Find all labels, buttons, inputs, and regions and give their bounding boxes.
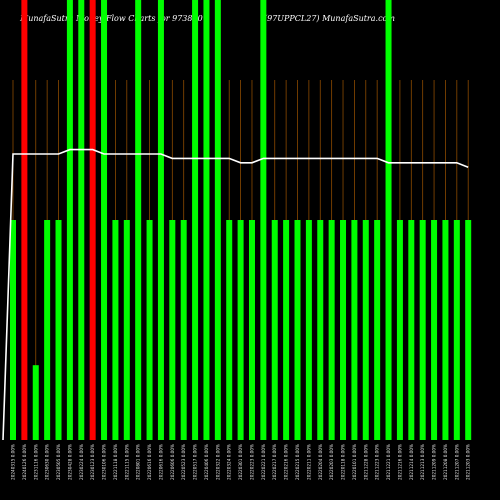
bar <box>283 220 290 440</box>
bar <box>294 220 301 440</box>
x-tick-label: 20230630 0.00% <box>45 444 50 480</box>
bar <box>408 220 415 440</box>
x-tick-label: 20220517 0.00% <box>193 444 198 480</box>
bar <box>260 0 267 440</box>
price-line <box>2 148 469 441</box>
bar <box>374 220 381 440</box>
bar <box>21 0 28 440</box>
x-tick-label: 20220216 0.00% <box>284 444 289 480</box>
chart-title-right: (97UPPCL27) MunafaSutra.com <box>264 14 395 23</box>
bar <box>112 220 119 440</box>
bar <box>169 220 176 440</box>
x-tick-label: 20220101 0.00% <box>352 444 357 480</box>
bar <box>10 220 16 440</box>
chart-title-left: MunafaSutra Money Flow Charts for 973880 <box>20 14 203 23</box>
x-tick-label: 20230505 0.00% <box>56 444 61 480</box>
x-tick-label: 20230106 0.00% <box>102 444 107 480</box>
bar <box>32 365 39 440</box>
bar <box>453 220 460 440</box>
x-tick-label: 20220301 0.00% <box>238 444 243 480</box>
x-tick-label: 20211203 0.00% <box>466 444 471 480</box>
x-tick-label: 20220616 0.00% <box>147 444 152 480</box>
x-tick-labels: 20240315 0.00% 20240126 0.00% 20231116 0.0… <box>11 444 471 480</box>
x-tick-label: 20211214 0.00% <box>409 444 414 480</box>
bar <box>101 0 108 440</box>
bar <box>226 220 233 440</box>
bar <box>340 220 347 440</box>
bar <box>44 220 51 440</box>
bar <box>135 0 142 440</box>
bar <box>123 220 130 440</box>
bar <box>78 0 85 440</box>
x-tick-label: 20220118 0.00% <box>341 444 346 480</box>
x-tick-label: 20211223 0.00% <box>375 444 380 480</box>
bar <box>431 220 438 440</box>
bar <box>89 0 96 440</box>
bar <box>396 220 403 440</box>
bar <box>305 220 312 440</box>
x-tick-label: 20230224 0.00% <box>79 444 84 480</box>
x-tick-label: 20220211 0.00% <box>306 444 311 480</box>
bar <box>271 220 278 440</box>
x-tick-label: 20211228 0.00% <box>363 444 368 480</box>
bar <box>248 220 255 440</box>
bar <box>146 220 153 440</box>
bars <box>10 0 472 440</box>
bar <box>237 220 244 440</box>
bar <box>351 220 358 440</box>
x-tick-label: 20211216 0.00% <box>397 444 402 480</box>
x-tick-label: 20231116 0.00% <box>33 444 38 480</box>
bar <box>419 220 426 440</box>
x-tick-label: 20230428 0.00% <box>67 444 72 480</box>
bar <box>203 0 210 440</box>
x-tick-label: 20220203 0.00% <box>329 444 334 480</box>
bar <box>180 220 187 440</box>
x-tick-label: 20211221 0.00% <box>386 444 391 480</box>
bar <box>214 0 221 440</box>
bar <box>362 220 369 440</box>
x-tick-label: 20221118 0.00% <box>113 444 118 480</box>
x-tick-label: 20240315 0.00% <box>11 444 16 480</box>
bar <box>465 220 472 440</box>
x-tick-label: 20211213 0.00% <box>420 444 425 480</box>
price-line-layer <box>2 148 469 441</box>
x-tick-label: 20211208 0.00% <box>443 444 448 480</box>
x-tick-label: 20220523 0.00% <box>181 444 186 480</box>
x-tick-label: 20220616 0.00% <box>158 444 163 480</box>
x-tick-label: 20220324 0.00% <box>227 444 232 480</box>
x-tick-label: 20211207 0.00% <box>454 444 459 480</box>
x-tick-label: 20220217 0.00% <box>272 444 277 480</box>
x-tick-label: 20221115 0.00% <box>124 444 129 480</box>
x-tick-label: 20240126 0.00% <box>22 444 27 480</box>
bar <box>192 0 199 440</box>
bar <box>55 220 62 440</box>
bar <box>328 220 335 440</box>
bar <box>66 0 73 440</box>
x-tick-label: 20220215 0.00% <box>295 444 300 480</box>
x-tick-label: 20220406 0.00% <box>204 444 209 480</box>
x-tick-label: 20220221 0.00% <box>261 444 266 480</box>
chart-title: MunafaSutra Money Flow Charts for 973880… <box>20 14 490 23</box>
x-tick-label: 20220204 0.00% <box>318 444 323 480</box>
bar <box>385 0 392 440</box>
x-tick-label: 20230123 0.00% <box>90 444 95 480</box>
bar <box>317 220 324 440</box>
x-tick-label: 20220606 0.00% <box>170 444 175 480</box>
x-tick-label: 20211209 0.00% <box>432 444 437 480</box>
bar <box>157 0 164 440</box>
x-tick-label: 20220223 0.00% <box>249 444 254 480</box>
bar <box>442 220 449 440</box>
x-tick-label: 20220322 0.00% <box>215 444 220 480</box>
x-tick-label: 20220801 0.00% <box>136 444 141 480</box>
